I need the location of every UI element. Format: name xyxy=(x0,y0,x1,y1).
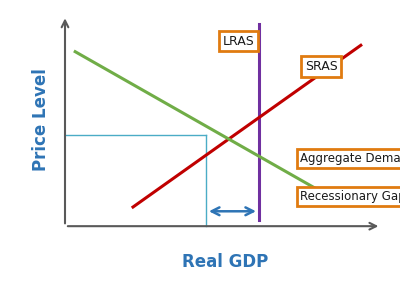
Text: Real GDP: Real GDP xyxy=(182,253,268,271)
Text: LRAS: LRAS xyxy=(222,35,254,47)
Text: Recessionary Gap: Recessionary Gap xyxy=(300,190,400,203)
Text: Aggregate Demand: Aggregate Demand xyxy=(300,152,400,164)
Text: Price Level: Price Level xyxy=(32,68,50,171)
Text: SRAS: SRAS xyxy=(305,60,338,73)
